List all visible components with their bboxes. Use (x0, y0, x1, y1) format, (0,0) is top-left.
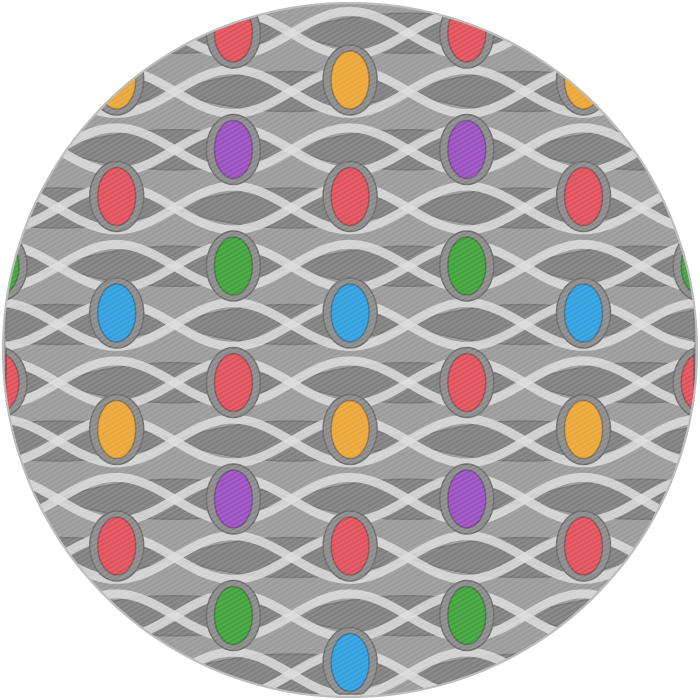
purple-gem (680, 120, 695, 179)
gem-setting (672, 114, 695, 185)
purple-gem (5, 120, 20, 179)
gem-setting (672, 5, 695, 69)
lens-shape (635, 654, 695, 694)
gem-setting (5, 580, 28, 651)
lens-shape (5, 129, 64, 170)
gem-setting (672, 580, 695, 651)
lens-shape (5, 653, 181, 695)
lens-shape (520, 12, 695, 55)
gem-setting (88, 626, 145, 695)
gem-setting (672, 463, 695, 535)
red-gem (680, 5, 695, 62)
blue-gem (563, 632, 604, 693)
lens-shape (635, 537, 695, 578)
blue-gem (96, 632, 137, 693)
purple-gem (680, 470, 695, 528)
lens-shape (5, 595, 64, 636)
gem-setting (5, 5, 28, 69)
red-gem (5, 5, 20, 62)
green-gem (680, 586, 695, 645)
gem-setting (5, 114, 28, 185)
gem-setting (5, 463, 28, 535)
lens-shape (635, 71, 695, 112)
purple-gem (5, 470, 20, 528)
gem-setting (555, 626, 612, 695)
lens-shape (5, 13, 64, 54)
green-gem (5, 586, 20, 645)
